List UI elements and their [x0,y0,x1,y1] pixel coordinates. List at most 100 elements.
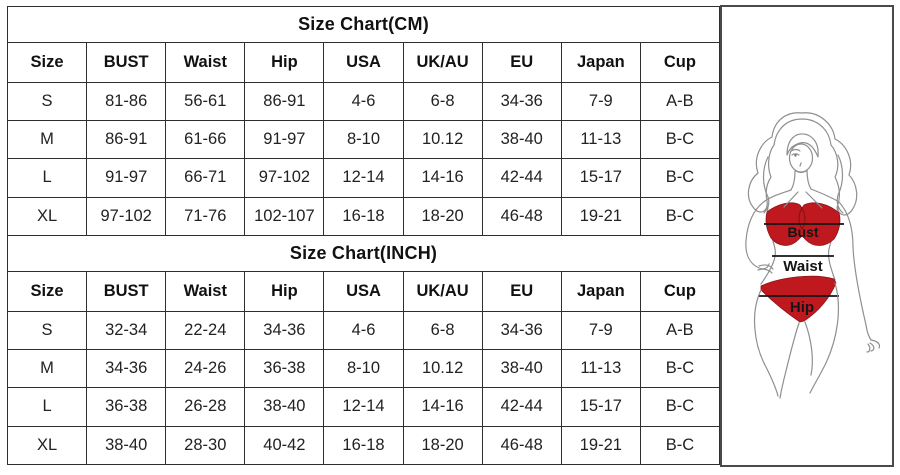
bikini-strap-right [805,191,823,209]
pupil [794,154,797,157]
size-chart-table: Size Chart(CM) Size BUST Waist Hip USA UK/AU EU… [6,5,721,466]
face-outline [788,143,814,173]
table-row: XL 97-102 71-76 102-107 16-18 18-20 46-48 19-21… [6,196,721,236]
table-cell: 12-14 [323,158,404,198]
column-header: Size [6,42,88,83]
arm-left [745,200,770,270]
table-cell: 46-48 [481,425,562,466]
column-header: BUST [86,271,167,312]
table-cell: 91-97 [86,158,167,198]
leg-right-inner [804,321,813,376]
hair-wave-left [762,156,770,214]
leg-left-inner [779,322,800,399]
table-cell: 19-21 [560,425,641,466]
size-cell: S [6,310,88,350]
table-cell: B-C [639,425,721,466]
waist-label: Waist [783,258,822,275]
size-cell: M [6,348,88,389]
table-cell: 12-14 [323,387,404,427]
table-cell: 8-10 [323,348,404,389]
bikini-strap-left [783,191,799,208]
table-cell: 18-20 [402,425,483,466]
column-header: UK/AU [402,42,483,83]
table-cell: 10.12 [402,119,483,160]
hair-outline [747,112,858,216]
table-cell: 24-26 [165,348,246,389]
table-cell: 19-21 [560,196,641,236]
table-header-row: Size BUST Waist Hip USA UK/AU EU Japan Cup [6,42,721,83]
table-cell: 6-8 [402,310,483,350]
bangs [786,133,819,158]
hair-wave-right [836,154,844,214]
neck-right [806,169,812,190]
table-cell: 102-107 [244,196,325,236]
table-cell: B-C [639,348,721,389]
table-cell: 11-13 [560,119,641,160]
table-title-row: Size Chart(INCH) [7,234,720,273]
table-cell: 46-48 [481,196,562,236]
cleavage-line [798,207,806,230]
table-cell: 81-86 [86,81,167,121]
size-cell: XL [6,425,88,466]
bust-label: Bust [787,224,818,240]
table-cell: B-C [639,387,721,427]
table-cell: 15-17 [560,158,641,198]
eye [791,153,800,156]
table-cell: 66-71 [165,158,246,198]
table-cell: 61-66 [165,119,246,160]
table-cell: 10.12 [402,348,483,389]
table-row: S 81-86 56-61 86-91 4-6 6-8 34-36 7-9 A-B [6,81,721,121]
table-cell: 14-16 [402,158,483,198]
table-row: L 91-97 66-71 97-102 12-14 14-16 42-44 15-17 B-C [6,158,721,198]
column-header: Cup [639,42,721,83]
size-cell: L [6,158,88,198]
table-cell: 38-40 [86,425,167,466]
table-cell: 15-17 [560,387,641,427]
table-cell: 18-20 [402,196,483,236]
table-cell: 38-40 [481,348,562,389]
bikini-model-illustration: Bust Waist Hip [745,112,881,399]
shoulder-left [764,189,792,202]
table-cell: 26-28 [165,387,246,427]
table-cell: 34-36 [481,81,562,121]
table-cell: 4-6 [323,310,404,350]
table-row: L 36-38 26-28 38-40 12-14 14-16 42-44 15-17 B-C [6,387,721,427]
column-header: EU [481,271,562,312]
table-row: M 86-91 61-66 91-97 8-10 10.12 38-40 11-13 B-C [6,119,721,160]
column-header: Waist [165,42,246,83]
table-cell: 4-6 [323,81,404,121]
leg-right-outer [809,282,840,394]
table-cell: 97-102 [86,196,167,236]
table-cell: 16-18 [323,196,404,236]
column-header: Waist [165,271,246,312]
table-cell: 28-30 [165,425,246,466]
table-cell: B-C [639,119,721,160]
table-cell: 16-18 [323,425,404,466]
table-cell: 7-9 [560,81,641,121]
table-cell: 22-24 [165,310,246,350]
eyebrow [790,148,801,152]
arm-right [838,201,872,341]
table-cell: A-B [639,310,721,350]
table-cell: 8-10 [323,119,404,160]
size-cell: S [6,81,88,121]
table-title-row: Size Chart(CM) [7,5,720,44]
column-header: Hip [244,42,325,83]
column-header: USA [323,271,404,312]
table-row: S 32-34 22-24 34-36 4-6 6-8 34-36 7-9 A-B [6,310,721,350]
size-cell: L [6,387,88,427]
table-cell: 34-36 [244,310,325,350]
neck-left [790,170,796,191]
column-header: USA [323,42,404,83]
table-cell: 42-44 [481,158,562,198]
model-figure-panel: Bust Waist Hip [720,5,894,467]
column-header: UK/AU [402,271,483,312]
table-cell: 40-42 [244,425,325,466]
column-header: Size [6,271,88,312]
table-cell: 34-36 [86,348,167,389]
table-cell: 14-16 [402,387,483,427]
column-header: Japan [560,42,641,83]
column-header: Hip [244,271,325,312]
lips [795,170,807,174]
